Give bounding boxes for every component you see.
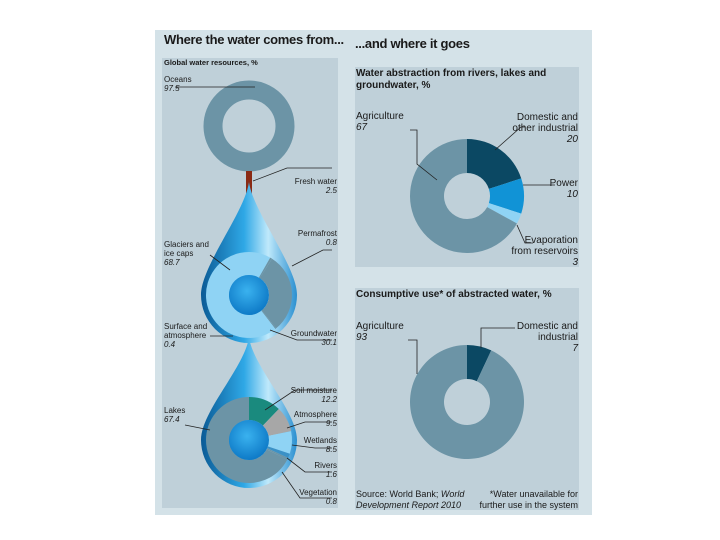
domestic-leader [494,126,525,151]
glaciers-label-1: Glaciers and [164,240,209,249]
evaporation-value: 3 [572,257,578,268]
atmosphere-leader [286,421,332,429]
soil-leader [264,389,332,411]
infographic: Where the water comes from... ...and whe… [155,30,592,515]
fresh-water-value: 2.5 [325,186,337,195]
agriculture-label: Agriculture [356,111,404,122]
lakes-value: 67.4 [164,415,180,424]
left-subtitle: Global water resources, % [164,58,258,67]
agriculture2-value: 93 [356,332,368,343]
abstraction-slice-domestic-and-other-industrial [467,139,522,189]
upper-drop-core [229,275,269,315]
chart-graphics [175,80,555,499]
glaciers-value: 68.7 [164,258,180,267]
vegetation-label: Vegetation [299,488,337,497]
surface-slice-lakes [206,397,288,484]
agriculture-leader [410,129,438,181]
abstraction-title-2: groundwater, % [356,80,431,91]
domestic-label-2: other industrial [512,123,578,134]
domestic2-leader [480,327,515,348]
source-work: World [440,489,465,499]
glaciers-label-2: ice caps [164,249,194,258]
fresh-slice-permafrost [258,257,273,279]
fresh-slice-glaciers-and-ice-caps [205,251,276,339]
power-value: 10 [566,189,578,200]
atmosphere-label: Atmosphere [293,410,337,419]
footnote-line-1: *Water unavailable for [489,489,578,499]
lakes-label: Lakes [164,406,186,415]
permafrost-label: Permafrost [297,229,337,238]
power-label: Power [549,178,578,189]
consumptive-slice-domestic-and-industrial [467,345,492,382]
source-line-1: Source: World Bank; World [356,489,464,499]
source-line-2: Development Report 2010 [356,500,462,510]
abstraction-slice-evaporation-from-reservoirs [487,203,522,224]
evaporation-label-1: Evaporation [524,235,578,246]
fresh-water-label: Fresh water [294,177,337,186]
footnote-line-2: further use in the system [479,500,578,510]
left-title: Where the water comes from... [164,32,344,47]
groundwater-value: 30.1 [321,338,337,347]
surface-value: 0.4 [164,340,176,349]
soil-label: Soil moisture [290,386,337,395]
vegetation-value: 0.8 [325,497,337,506]
oceans-label: Oceans [164,75,192,84]
lakes-leader [184,424,211,431]
surface-slice-atmosphere [262,409,292,436]
soil-value: 12.2 [321,395,337,404]
permafrost-value: 0.8 [325,238,337,247]
evaporation-label-2: from reservoirs [511,246,578,257]
wetlands-value: 8.5 [325,445,337,454]
atmosphere-value: 9.5 [325,419,337,428]
lower-drop-core [229,420,269,460]
wetlands-label: Wetlands [303,436,337,445]
agriculture-value: 67 [356,122,368,133]
fresh-slice-groundwater [259,258,292,329]
oceans-value: 97.5 [164,84,180,93]
consumptive-panel [355,288,579,510]
rivers-leader [286,457,332,473]
groundwater-leader [269,329,332,341]
rivers-value: 1.6 [325,470,337,479]
abstraction-slice-agriculture [409,139,517,253]
wetlands-leader [291,444,332,449]
consumptive-slice-agriculture [409,345,524,459]
source-prefix: Source: World Bank; [356,489,439,499]
surface-label-1: Surface and [164,322,208,331]
domestic2-label-2: industrial [537,332,578,343]
oceans-ring [203,80,295,172]
abstraction-title-1: Water abstraction from rivers, lakes and [356,68,547,79]
surface-label-2: atmosphere [164,331,207,340]
domestic2-label-1: Domestic and [516,321,578,332]
surface-slice-vegetation [266,448,289,460]
agriculture2-leader [408,339,418,374]
surface-slice-wetlands [267,431,292,454]
fresh-slice-surface-and-atmosphere [261,310,277,329]
rivers-label: Rivers [314,461,337,470]
domestic2-value: 7 [572,343,578,354]
groundwater-label: Groundwater [290,329,337,338]
glaciers-leader [209,254,231,271]
agriculture2-label: Agriculture [356,321,404,332]
abstraction-slice-power [488,178,524,214]
right-title: ...and where it goes [355,36,470,51]
fresh-water-leader [252,167,332,182]
domestic-label-1: Domestic and [516,112,578,123]
permafrost-leader [291,249,332,267]
evaporation-leader [516,224,533,244]
vegetation-leader [281,471,332,499]
consumptive-title: Consumptive use* of abstracted water, % [356,289,552,300]
surface-slice-soil-moisture [249,397,279,426]
surface-slice-rivers [267,446,290,458]
domestic-value: 20 [566,134,578,145]
